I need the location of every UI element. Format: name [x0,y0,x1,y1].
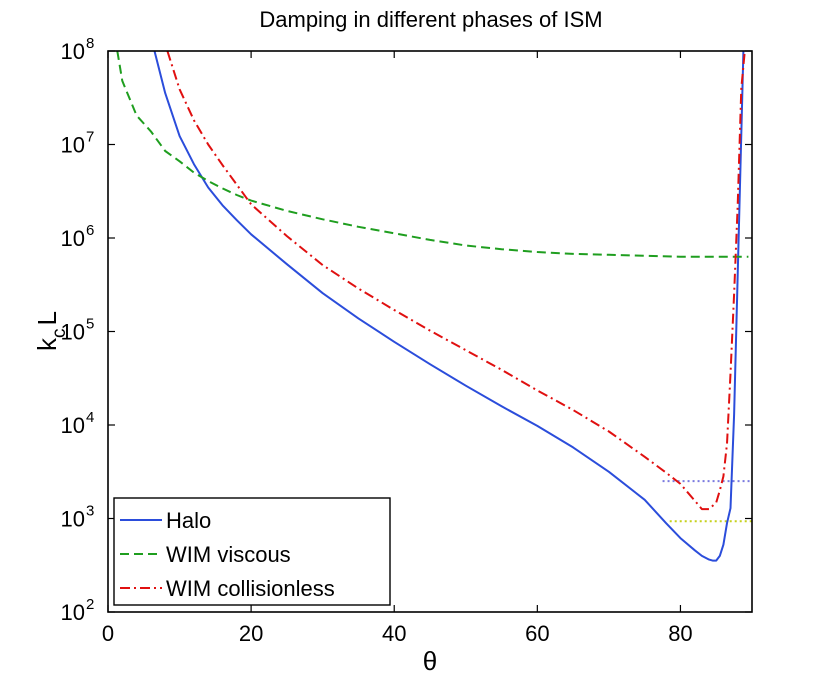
x-axis-label: θ [423,646,437,676]
y-tick-base: 10 [61,226,85,251]
series-line-wim-collisionless [166,51,746,511]
y-tick-label: 10 6 [61,222,95,251]
y-tick-exponent: 8 [86,35,94,52]
y-tick-base: 10 [61,133,85,158]
y-axis-label-tail: L [32,311,62,325]
y-axis-label-main: k [32,337,62,351]
y-tick-label: 10 7 [61,129,95,158]
chart-title: Damping in different phases of ISM [259,7,602,32]
x-tick-label: 20 [239,621,263,646]
x-tick-label: 80 [668,621,692,646]
y-axis-label-sub: c [49,328,70,338]
y-tick-exponent: 3 [86,503,94,520]
y-tick-label: 10 3 [61,503,95,532]
y-tick-exponent: 4 [86,409,94,426]
y-tick-label: 10 8 [61,35,95,64]
y-tick-label: 10 5 [61,316,95,345]
y-tick-base: 10 [61,413,85,438]
y-tick-label: 10 4 [61,409,95,438]
series-line-halo [153,51,745,562]
legend-label: WIM viscous [166,542,291,567]
plot-frame [107,50,753,613]
y-tick-exponent: 2 [86,596,94,613]
series-line-wim-viscous [116,51,749,258]
y-tick-base: 10 [61,39,85,64]
y-tick-base: 10 [61,507,85,532]
x-tick-label: 40 [382,621,406,646]
y-axis-label: kcL [32,311,70,351]
y-tick-base: 10 [61,600,85,625]
x-tick-labels: 0 20 40 60 80 [102,621,693,646]
svg-text:kcL: kcL [32,311,70,351]
legend-label: WIM collisionless [166,576,335,601]
y-tick-label: 10 2 [61,596,95,625]
legend-label: Halo [166,508,211,533]
y-tick-exponent: 7 [86,129,94,146]
x-tick-label: 0 [102,621,114,646]
y-tick-exponent: 6 [86,222,94,239]
x-tick-label: 60 [525,621,549,646]
y-tick-base: 10 [61,320,85,345]
series-layer [116,51,752,562]
y-tick-exponent: 5 [86,316,94,333]
legend: Halo WIM viscous WIM collisionless [113,497,391,606]
